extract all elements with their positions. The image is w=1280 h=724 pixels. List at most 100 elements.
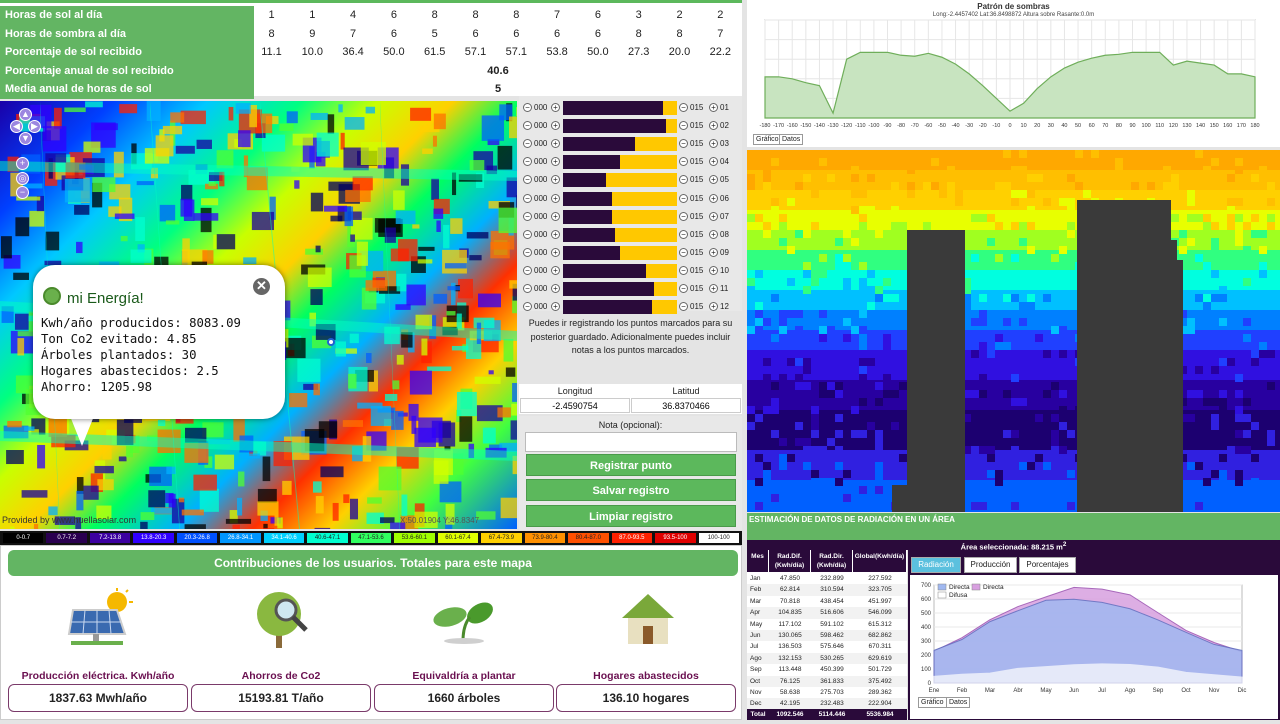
plus-icon[interactable]: + — [551, 121, 560, 130]
minus-icon[interactable]: − — [679, 302, 688, 311]
x-tick-label: -40 — [952, 123, 960, 129]
minus-icon[interactable]: − — [679, 139, 688, 148]
minus-icon[interactable]: − — [523, 212, 532, 221]
minus-icon[interactable]: − — [523, 103, 532, 112]
chart-graph-button[interactable]: Gráfico — [753, 134, 782, 145]
minus-icon[interactable]: − — [523, 157, 532, 166]
plus-icon[interactable]: + — [709, 157, 718, 166]
plus-icon[interactable]: + — [709, 103, 718, 112]
plus-icon[interactable]: + — [709, 194, 718, 203]
month-sun-bar[interactable] — [563, 173, 677, 187]
plus-icon[interactable]: + — [551, 139, 560, 148]
minus-icon[interactable]: − — [679, 248, 688, 257]
map-building — [512, 383, 517, 402]
table-cell: 682.862 — [853, 630, 907, 642]
register-point-button[interactable]: Registrar punto — [526, 454, 736, 476]
minus-icon[interactable]: − — [523, 194, 532, 203]
pan-down-icon[interactable]: ▼ — [19, 132, 32, 145]
raster-pixel — [795, 358, 803, 366]
plus-icon[interactable]: + — [551, 194, 560, 203]
month-sun-bar[interactable] — [563, 228, 677, 242]
minus-icon[interactable]: − — [679, 266, 688, 275]
plus-icon[interactable]: + — [709, 302, 718, 311]
plus-icon[interactable]: + — [551, 157, 560, 166]
location-marker-icon[interactable] — [327, 338, 335, 346]
rad-data-button[interactable]: Datos — [946, 697, 970, 708]
minus-icon[interactable]: − — [523, 139, 532, 148]
minus-icon[interactable]: − — [679, 212, 688, 221]
plus-icon[interactable]: + — [709, 248, 718, 257]
minus-icon[interactable]: − — [679, 194, 688, 203]
raster-pixel — [747, 422, 755, 430]
month-sun-bar[interactable] — [563, 155, 677, 169]
minus-icon[interactable]: − — [679, 157, 688, 166]
map-building — [185, 524, 206, 529]
chart-data-button[interactable]: Datos — [779, 134, 803, 145]
month-sun-bar[interactable] — [563, 119, 677, 133]
tab-porcentajes[interactable]: Porcentajes — [1019, 557, 1076, 573]
pan-up-icon[interactable]: ▲ — [19, 108, 32, 121]
month-sun-bar[interactable] — [563, 246, 677, 260]
month-sun-bar[interactable] — [563, 264, 677, 278]
minus-icon[interactable]: − — [679, 175, 688, 184]
minus-icon[interactable]: − — [523, 284, 532, 293]
note-input[interactable] — [525, 432, 737, 452]
minus-icon[interactable]: − — [523, 175, 532, 184]
plus-icon[interactable]: + — [551, 212, 560, 221]
month-sun-bar[interactable] — [563, 282, 677, 296]
plus-icon[interactable]: + — [551, 230, 560, 239]
plus-icon[interactable]: + — [709, 175, 718, 184]
minus-icon[interactable]: − — [679, 121, 688, 130]
minus-icon[interactable]: − — [679, 284, 688, 293]
raster-pixel — [819, 270, 827, 278]
rad-graph-button[interactable]: Gráfico — [918, 697, 947, 708]
plus-icon[interactable]: + — [551, 266, 560, 275]
month-sun-bar[interactable] — [563, 210, 677, 224]
tab-produccion[interactable]: Producción — [964, 557, 1017, 573]
month-sun-bar[interactable] — [563, 192, 677, 206]
raster-pixel — [1195, 390, 1203, 398]
plus-icon[interactable]: + — [709, 266, 718, 275]
plus-icon[interactable]: + — [551, 175, 560, 184]
minus-icon[interactable]: − — [523, 230, 532, 239]
raster-pixel — [763, 470, 771, 478]
plus-icon[interactable]: + — [551, 302, 560, 311]
plus-icon[interactable]: + — [709, 121, 718, 130]
raster-pixel — [811, 190, 819, 198]
map-building — [48, 506, 57, 515]
table-cell: 1 — [292, 6, 333, 25]
plus-icon[interactable]: + — [551, 103, 560, 112]
minus-icon[interactable]: − — [523, 302, 532, 311]
map-credit[interactable]: Provided by www.huellasolar.com — [2, 515, 136, 525]
zoom-out-icon[interactable]: − — [16, 186, 29, 199]
legend-swatch: 87.0-93.5 — [612, 533, 652, 543]
plus-icon[interactable]: + — [709, 139, 718, 148]
month-sun-bar[interactable] — [563, 300, 677, 314]
map-building — [366, 353, 371, 363]
minus-icon[interactable]: − — [523, 121, 532, 130]
clear-register-button[interactable]: Limpiar registro — [526, 505, 736, 527]
plus-icon[interactable]: + — [551, 284, 560, 293]
pan-right-icon[interactable]: ▶ — [28, 120, 41, 133]
minus-icon[interactable]: − — [679, 103, 688, 112]
month-number: 08 — [720, 230, 729, 239]
raster-pixel — [1235, 214, 1243, 222]
close-icon[interactable]: ✕ — [253, 278, 270, 295]
raster-pixel — [891, 390, 899, 398]
zoom-in-icon[interactable]: + — [16, 157, 29, 170]
minus-icon[interactable]: − — [523, 248, 532, 257]
pan-left-icon[interactable]: ◀ — [10, 120, 23, 133]
map-building — [380, 517, 395, 523]
tab-radiacion[interactable]: Radiación — [911, 557, 961, 573]
save-register-button[interactable]: Salvar registro — [526, 479, 736, 501]
month-sun-bar[interactable] — [563, 101, 677, 115]
plus-icon[interactable]: + — [709, 230, 718, 239]
plus-icon[interactable]: + — [709, 212, 718, 221]
month-sun-bar[interactable] — [563, 137, 677, 151]
raster-pixel — [1203, 214, 1211, 222]
minus-icon[interactable]: − — [523, 266, 532, 275]
zoom-world-icon[interactable]: ◎ — [16, 172, 29, 185]
minus-icon[interactable]: − — [679, 230, 688, 239]
plus-icon[interactable]: + — [551, 248, 560, 257]
plus-icon[interactable]: + — [709, 284, 718, 293]
